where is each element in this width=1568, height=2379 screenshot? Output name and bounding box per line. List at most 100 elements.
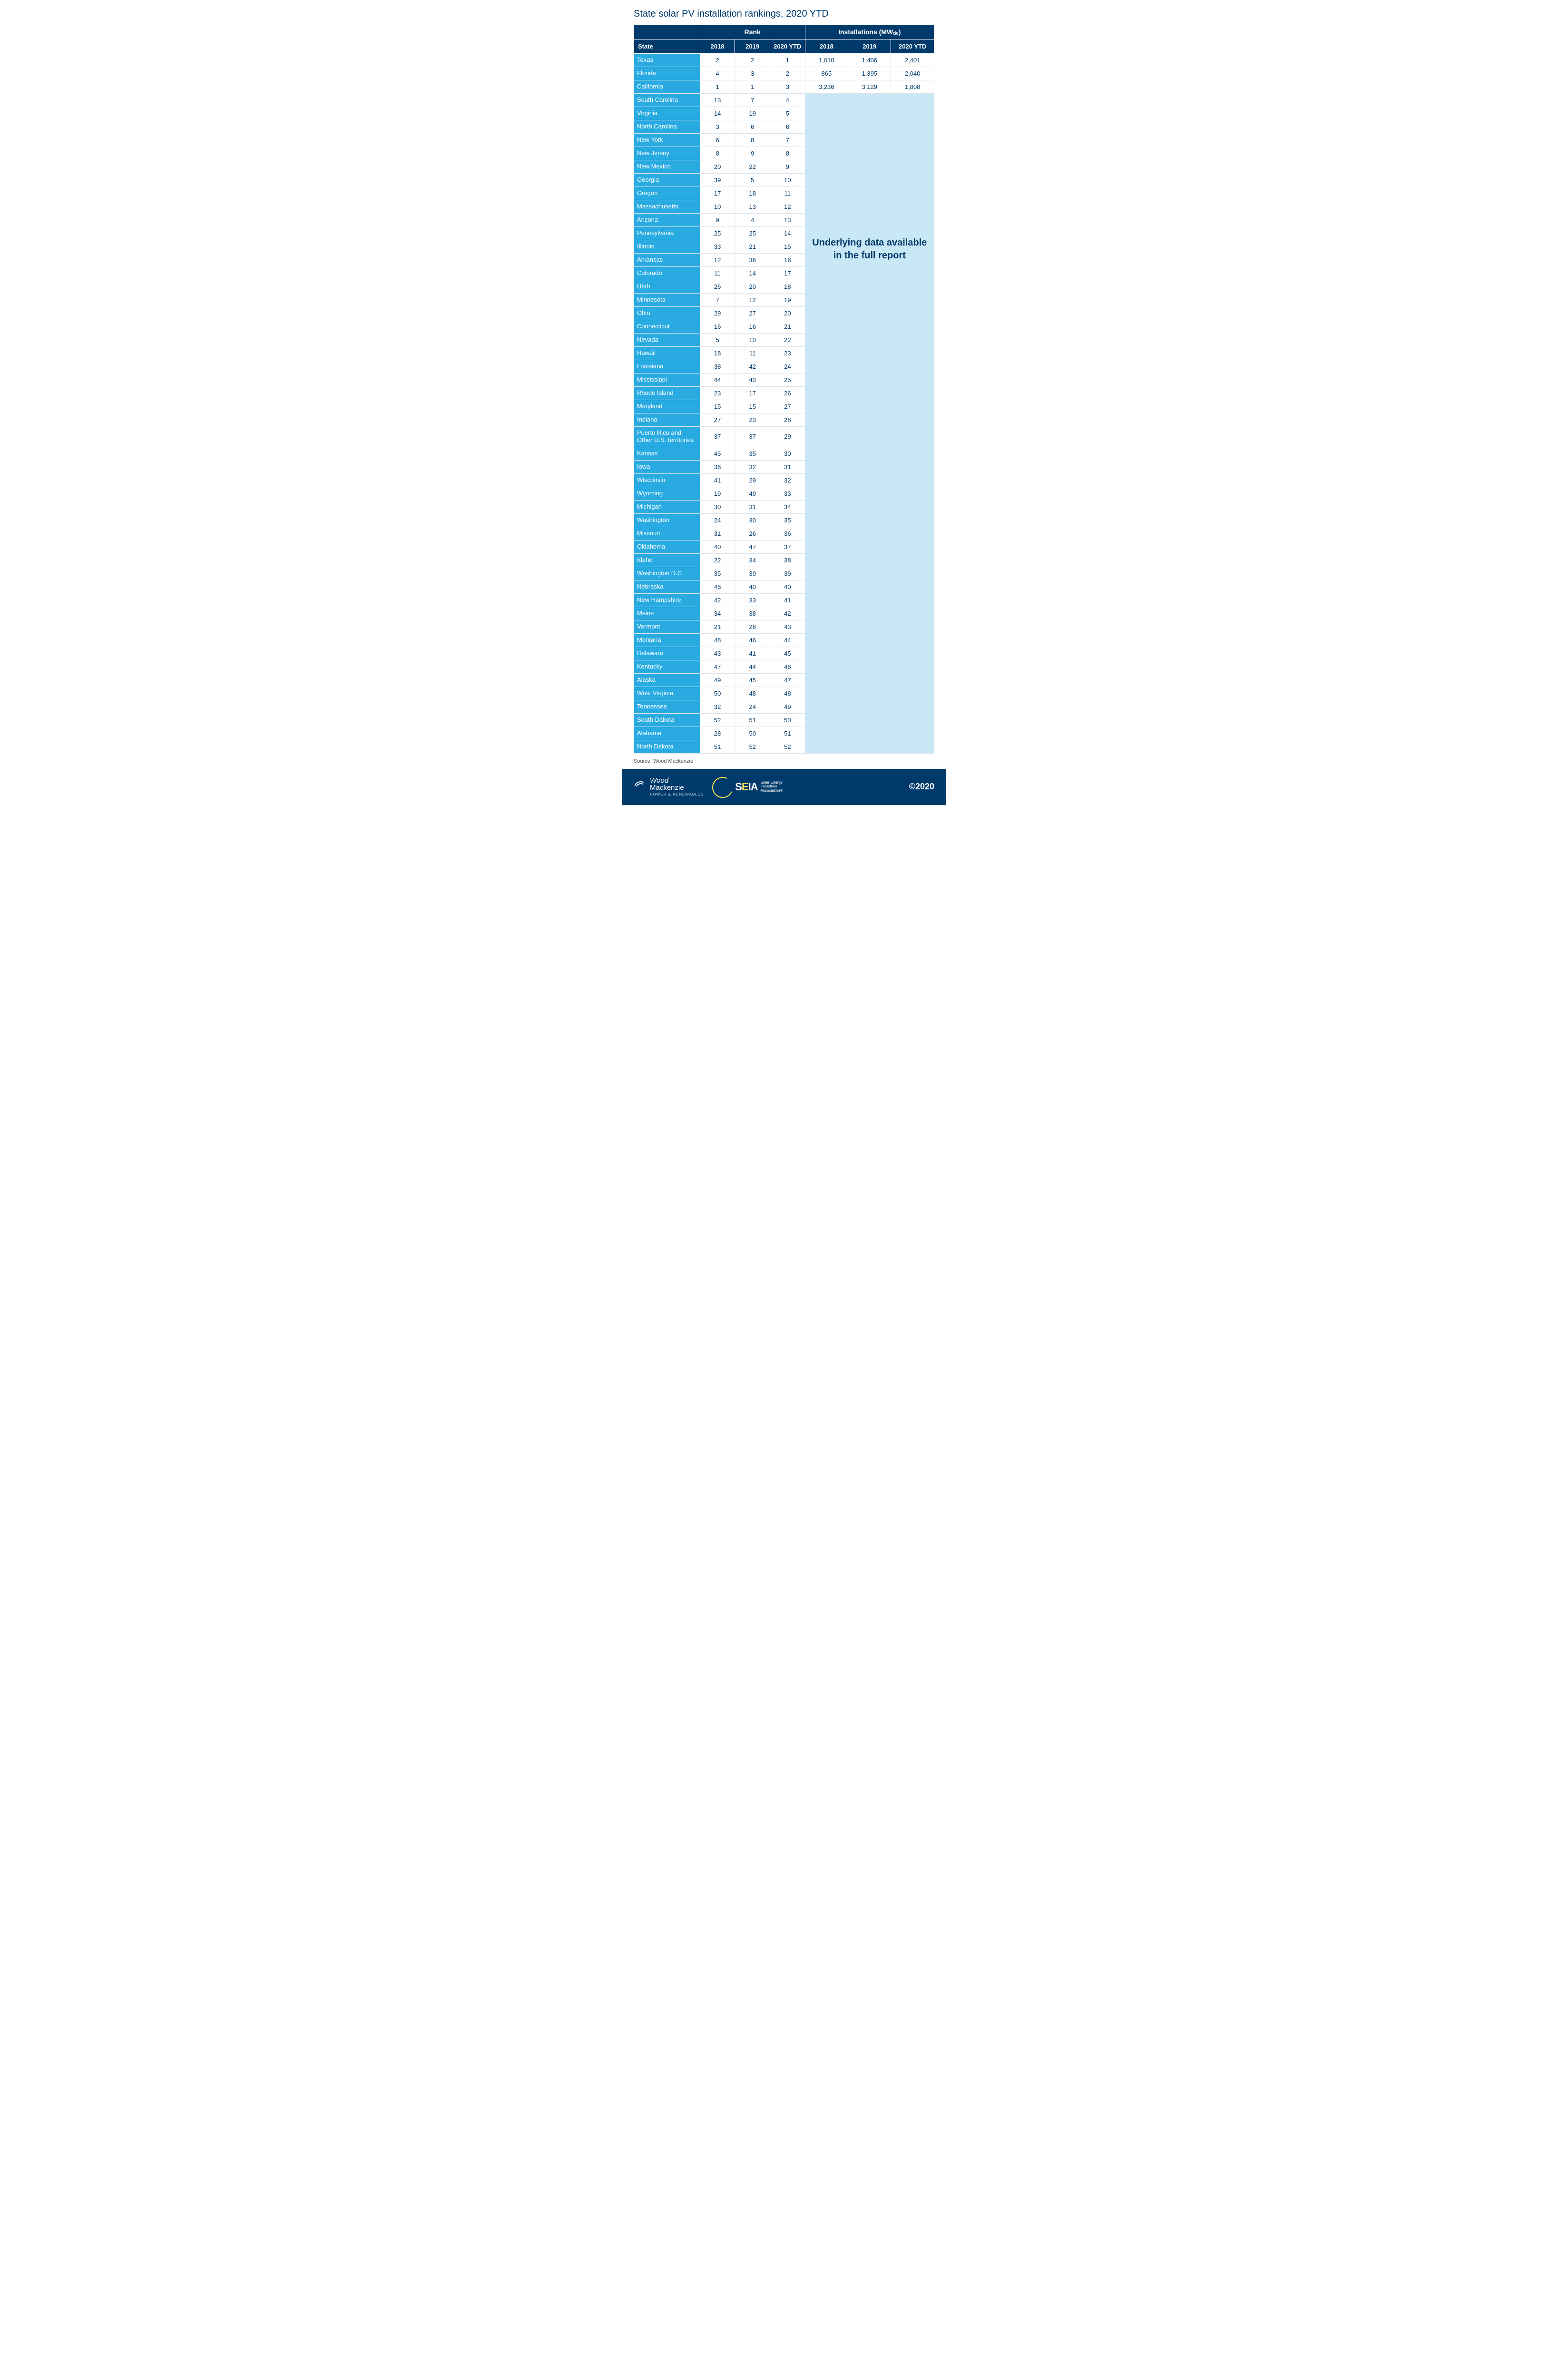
head-group-installations: Installations (MWdc) — [805, 25, 934, 39]
state-cell: Massachusetts — [634, 200, 700, 214]
rank-cell-r18: 31 — [700, 527, 735, 540]
state-cell: Mississippi — [634, 374, 700, 387]
inst-cell-i20: 1,808 — [891, 80, 934, 94]
head-state: State — [634, 39, 700, 54]
rank-cell-r20: 39 — [770, 567, 805, 580]
table-row: Texas2211,0101,4062,401 — [634, 54, 934, 67]
inst-cell-i18: 3,236 — [805, 80, 848, 94]
rank-cell-r19: 3 — [735, 67, 770, 80]
state-cell: Pennsylvania — [634, 227, 700, 240]
rank-cell-r19: 20 — [735, 280, 770, 294]
head-group-rank: Rank — [700, 25, 805, 39]
rank-cell-r20: 51 — [770, 727, 805, 740]
rank-cell-r20: 14 — [770, 227, 805, 240]
state-cell: Arkansas — [634, 254, 700, 267]
rank-cell-r18: 17 — [700, 187, 735, 200]
state-cell: Utah — [634, 280, 700, 294]
copyright: ©2020 — [909, 782, 934, 792]
state-cell: Montana — [634, 633, 700, 647]
seia-sub3: Association® — [761, 788, 783, 793]
rank-cell-r20: 30 — [770, 447, 805, 460]
state-cell: Illinois — [634, 240, 700, 254]
rank-cell-r20: 13 — [770, 214, 805, 227]
rank-cell-r18: 23 — [700, 387, 735, 400]
wm-line1: Wood — [650, 777, 704, 784]
state-cell: West Virginia — [634, 687, 700, 700]
state-cell: New Mexico — [634, 160, 700, 174]
state-cell: New Hampshire — [634, 593, 700, 607]
rank-cell-r19: 34 — [735, 553, 770, 567]
rank-cell-r18: 4 — [700, 67, 735, 80]
state-cell: Delaware — [634, 647, 700, 660]
rank-cell-r18: 46 — [700, 580, 735, 593]
rank-cell-r18: 47 — [700, 660, 735, 673]
rank-cell-r19: 48 — [735, 687, 770, 700]
rank-cell-r19: 16 — [735, 320, 770, 334]
state-cell: Oklahoma — [634, 540, 700, 553]
seia-sub1: Solar Energy — [761, 780, 783, 785]
rank-cell-r20: 22 — [770, 334, 805, 347]
state-cell: Rhode Island — [634, 387, 700, 400]
rank-cell-r20: 31 — [770, 460, 805, 473]
rank-cell-r18: 28 — [700, 727, 735, 740]
rank-cell-r20: 52 — [770, 740, 805, 753]
state-cell: Indiana — [634, 413, 700, 427]
rank-cell-r19: 37 — [735, 427, 770, 447]
rank-cell-r19: 28 — [735, 620, 770, 633]
rank-cell-r20: 40 — [770, 580, 805, 593]
rank-cell-r19: 27 — [735, 307, 770, 320]
rank-cell-r20: 38 — [770, 553, 805, 567]
rank-cell-r19: 36 — [735, 254, 770, 267]
footer-left: Wood Mackenzie POWER & RENEWABLES SEIA S… — [634, 777, 783, 797]
rank-cell-r20: 26 — [770, 387, 805, 400]
rank-cell-r20: 48 — [770, 687, 805, 700]
rank-cell-r20: 24 — [770, 360, 805, 374]
rank-cell-r19: 21 — [735, 240, 770, 254]
rank-cell-r19: 15 — [735, 400, 770, 413]
rank-cell-r20: 6 — [770, 120, 805, 134]
rank-cell-r20: 27 — [770, 400, 805, 413]
rank-cell-r18: 51 — [700, 740, 735, 753]
rank-cell-r19: 9 — [735, 147, 770, 160]
inst-cell-i18: 1,010 — [805, 54, 848, 67]
rank-cell-r19: 49 — [735, 487, 770, 500]
rank-cell-r18: 44 — [700, 374, 735, 387]
table-wrap: Rank Installations (MWdc) State 2018 201… — [622, 24, 946, 756]
inst-cell-i20: 2,040 — [891, 67, 934, 80]
rank-cell-r18: 8 — [700, 147, 735, 160]
state-cell: Missouri — [634, 527, 700, 540]
head-inst-2018: 2018 — [805, 39, 848, 54]
rank-cell-r18: 1 — [700, 80, 735, 94]
rank-cell-r20: 44 — [770, 633, 805, 647]
state-cell: California — [634, 80, 700, 94]
rank-cell-r20: 43 — [770, 620, 805, 633]
rank-cell-r19: 47 — [735, 540, 770, 553]
wm-line3: POWER & RENEWABLES — [650, 793, 704, 796]
rank-cell-r18: 40 — [700, 540, 735, 553]
rank-cell-r20: 12 — [770, 200, 805, 214]
rank-cell-r20: 29 — [770, 427, 805, 447]
rank-cell-r18: 50 — [700, 687, 735, 700]
seia-ring-icon — [712, 777, 732, 797]
overlay-line1: Underlying data available — [812, 237, 927, 248]
rank-cell-r18: 16 — [700, 320, 735, 334]
rank-cell-r20: 17 — [770, 267, 805, 280]
rank-cell-r19: 22 — [735, 160, 770, 174]
rank-cell-r18: 45 — [700, 447, 735, 460]
rank-cell-r20: 11 — [770, 187, 805, 200]
table-head: Rank Installations (MWdc) State 2018 201… — [634, 25, 934, 54]
rank-cell-r20: 8 — [770, 147, 805, 160]
head-inst-prefix: Installations (MW — [838, 28, 893, 36]
data-overlay: Underlying data available in the full re… — [805, 94, 934, 754]
rank-cell-r19: 6 — [735, 120, 770, 134]
rank-cell-r20: 49 — [770, 700, 805, 713]
rank-cell-r18: 38 — [700, 360, 735, 374]
rank-cell-r19: 45 — [735, 673, 770, 687]
rank-cell-r19: 8 — [735, 134, 770, 147]
rank-cell-r20: 15 — [770, 240, 805, 254]
page-title: State solar PV installation rankings, 20… — [622, 0, 946, 24]
rank-cell-r18: 49 — [700, 673, 735, 687]
wm-text: Wood Mackenzie POWER & RENEWABLES — [650, 777, 704, 796]
state-cell: North Dakota — [634, 740, 700, 753]
seia-sub: Solar Energy Industries Association® — [761, 781, 783, 793]
